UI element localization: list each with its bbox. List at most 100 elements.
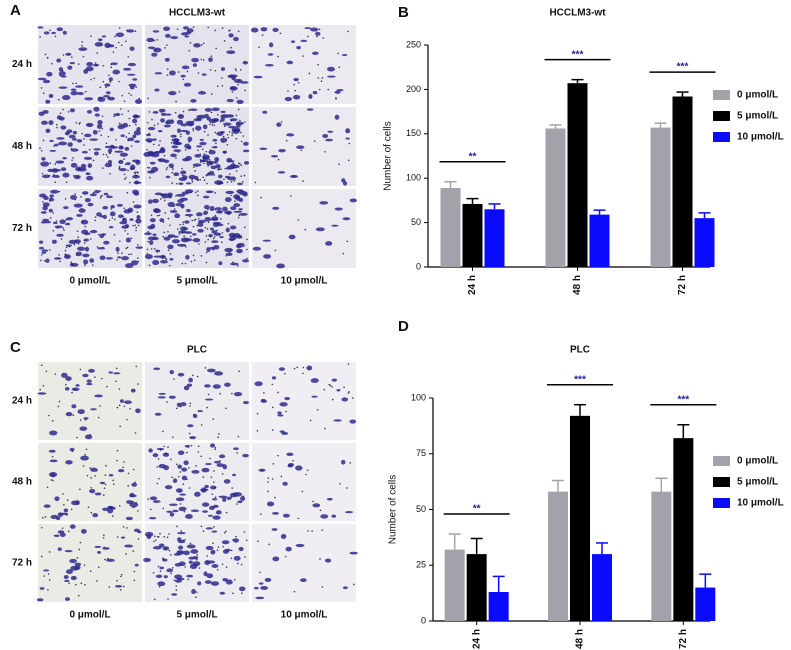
- cell: [347, 392, 350, 394]
- cell: [238, 546, 244, 552]
- cell: [232, 592, 234, 595]
- cell: [49, 149, 57, 152]
- cell: [167, 231, 169, 233]
- cell: [133, 130, 141, 136]
- cell: [197, 217, 200, 220]
- cell: [63, 229, 65, 231]
- cell: [266, 501, 275, 507]
- cell: [167, 192, 173, 197]
- cell: [177, 372, 185, 377]
- x-tick-label: 48 h: [572, 275, 583, 295]
- cell: [159, 140, 161, 142]
- cell: [113, 483, 115, 485]
- cell: [132, 550, 135, 552]
- cell: [107, 148, 113, 154]
- cell: [61, 372, 68, 378]
- cell: [226, 157, 233, 163]
- cell: [157, 535, 160, 538]
- cell: [123, 100, 126, 102]
- cell: [244, 556, 246, 558]
- cell: [167, 249, 170, 251]
- cell: [222, 545, 224, 548]
- cell: [89, 488, 96, 494]
- cell: [97, 416, 100, 419]
- cell: [347, 159, 350, 162]
- cell: [256, 429, 259, 432]
- cell: [197, 149, 199, 152]
- cell: [83, 242, 86, 244]
- cell: [76, 230, 79, 232]
- cell: [158, 108, 166, 113]
- y-tick-label: 200: [406, 84, 421, 94]
- cell: [77, 409, 85, 415]
- cell: [151, 138, 157, 141]
- cell: [215, 142, 217, 145]
- cell: [284, 96, 293, 102]
- cell: [205, 545, 214, 551]
- cell: [300, 578, 307, 582]
- cell: [86, 61, 94, 67]
- cell: [164, 212, 167, 214]
- cell: [181, 467, 188, 472]
- cell: [188, 377, 193, 383]
- cell: [74, 85, 84, 88]
- cell: [171, 239, 180, 244]
- cell: [53, 221, 58, 225]
- cell: [123, 158, 125, 160]
- cell: [48, 208, 53, 213]
- cell: [76, 246, 86, 251]
- cell: [146, 534, 152, 540]
- cell: [210, 443, 216, 448]
- row-label: 24 h: [12, 59, 32, 70]
- cell: [204, 384, 211, 388]
- cell: [202, 156, 208, 160]
- cell: [136, 215, 141, 220]
- cell: [88, 368, 95, 373]
- cell: [126, 73, 136, 76]
- cell: [319, 558, 321, 560]
- cell: [46, 486, 49, 489]
- cell: [127, 169, 129, 172]
- cell: [149, 218, 156, 223]
- cell: [267, 490, 269, 493]
- cell: [189, 235, 192, 238]
- cell: [186, 574, 194, 578]
- cell: [147, 199, 153, 204]
- cell: [125, 516, 134, 521]
- cell: [218, 168, 221, 170]
- cell: [176, 228, 179, 230]
- cell: [318, 28, 321, 31]
- micrograph: [252, 362, 357, 440]
- cell: [44, 53, 47, 56]
- cell: [170, 572, 172, 575]
- cell: [190, 509, 200, 513]
- cell: [233, 203, 241, 208]
- cell: [79, 426, 88, 431]
- cell: [192, 225, 195, 228]
- cell: [173, 208, 176, 210]
- cell: [115, 246, 120, 252]
- cell: [175, 585, 178, 587]
- cell: [127, 110, 130, 112]
- cell: [180, 226, 187, 232]
- cell: [82, 55, 85, 58]
- cell: [197, 228, 204, 233]
- cell: [84, 225, 87, 228]
- cell: [83, 144, 85, 146]
- cell: [204, 560, 211, 566]
- cell: [158, 477, 160, 480]
- cell: [214, 446, 217, 449]
- cell: [125, 40, 127, 43]
- cell: [48, 120, 54, 126]
- cell: [154, 234, 156, 237]
- cell: [163, 154, 166, 157]
- cell: [310, 378, 319, 383]
- cell: [170, 134, 177, 138]
- cell: [144, 232, 152, 236]
- cell: [40, 364, 43, 366]
- cell: [132, 201, 135, 203]
- cell: [168, 163, 174, 168]
- cell: [80, 219, 89, 225]
- cell: [242, 149, 250, 153]
